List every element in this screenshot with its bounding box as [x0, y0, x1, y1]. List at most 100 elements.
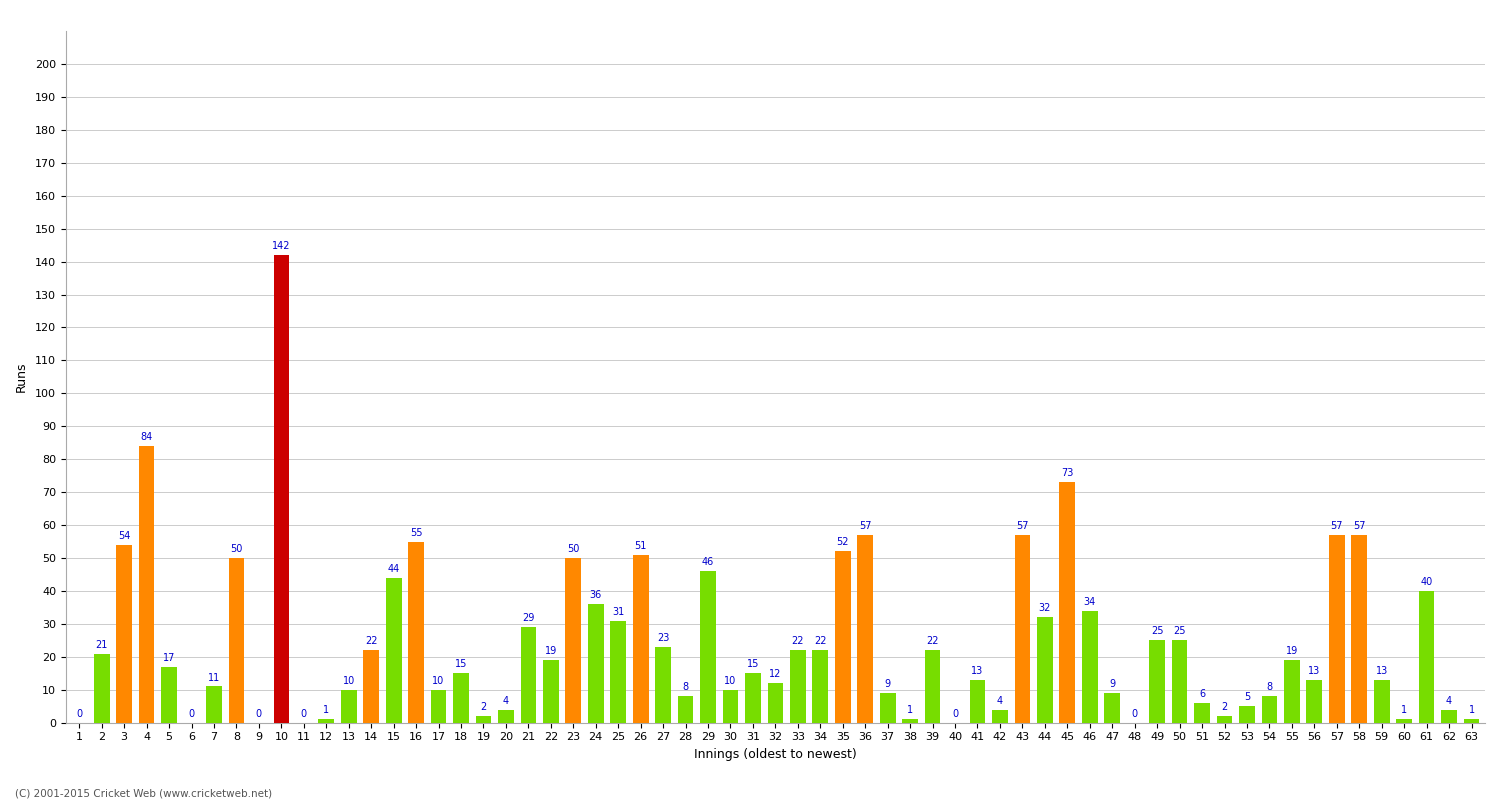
Bar — [1036, 618, 1053, 722]
Bar — [746, 674, 760, 722]
Bar — [1284, 660, 1299, 722]
Text: 8: 8 — [682, 682, 688, 693]
Text: 4: 4 — [503, 695, 509, 706]
Bar — [543, 660, 558, 722]
Text: 0: 0 — [1131, 709, 1138, 718]
Bar — [969, 680, 986, 722]
Bar — [117, 545, 132, 722]
Bar — [1464, 719, 1479, 722]
Text: 12: 12 — [770, 670, 782, 679]
Text: 32: 32 — [1038, 603, 1052, 614]
Text: 0: 0 — [302, 709, 307, 718]
Text: 25: 25 — [1150, 626, 1164, 637]
Bar — [228, 558, 244, 722]
Bar — [633, 554, 648, 722]
Text: 36: 36 — [590, 590, 602, 600]
Bar — [430, 690, 447, 722]
Text: 44: 44 — [387, 564, 400, 574]
Text: 10: 10 — [432, 676, 444, 686]
Bar — [1374, 680, 1389, 722]
Text: 23: 23 — [657, 633, 669, 643]
Bar — [610, 621, 626, 722]
Bar — [768, 683, 783, 722]
Text: 2: 2 — [1221, 702, 1227, 712]
Bar — [1059, 482, 1076, 722]
Text: 6: 6 — [1198, 689, 1204, 699]
Text: 40: 40 — [1420, 577, 1432, 587]
Text: 5: 5 — [1244, 692, 1250, 702]
Text: 15: 15 — [747, 659, 759, 670]
Bar — [924, 650, 940, 722]
Bar — [903, 719, 918, 722]
Bar — [1262, 696, 1278, 722]
Bar — [1082, 610, 1098, 722]
Text: 9: 9 — [1108, 679, 1116, 689]
Bar — [813, 650, 828, 722]
Text: 9: 9 — [885, 679, 891, 689]
Bar — [1239, 706, 1256, 722]
Text: 50: 50 — [567, 544, 579, 554]
Bar — [140, 446, 154, 722]
Bar — [1194, 703, 1210, 722]
Text: 8: 8 — [1266, 682, 1272, 693]
Text: 57: 57 — [1016, 521, 1029, 531]
Text: 84: 84 — [141, 432, 153, 442]
Bar — [386, 578, 402, 722]
Bar — [94, 654, 110, 722]
Text: 10: 10 — [724, 676, 736, 686]
Bar — [273, 255, 290, 722]
Text: 0: 0 — [189, 709, 195, 718]
Text: 2: 2 — [480, 702, 486, 712]
Text: 57: 57 — [1330, 521, 1342, 531]
Bar — [206, 686, 222, 722]
Bar — [1396, 719, 1411, 722]
Text: 13: 13 — [1308, 666, 1320, 676]
Bar — [880, 693, 896, 722]
Bar — [1306, 680, 1322, 722]
Text: 19: 19 — [544, 646, 556, 656]
Bar — [1329, 535, 1344, 722]
Text: 142: 142 — [272, 241, 291, 251]
Text: 4: 4 — [998, 695, 1004, 706]
Text: 13: 13 — [972, 666, 984, 676]
Text: 1: 1 — [908, 706, 914, 715]
Text: 73: 73 — [1060, 468, 1074, 478]
Bar — [318, 719, 334, 722]
Text: 22: 22 — [815, 636, 827, 646]
Text: 0: 0 — [76, 709, 82, 718]
Text: 52: 52 — [837, 538, 849, 547]
Text: 22: 22 — [792, 636, 804, 646]
Bar — [992, 710, 1008, 722]
Text: 50: 50 — [231, 544, 243, 554]
Text: 10: 10 — [342, 676, 355, 686]
Text: 1: 1 — [1401, 706, 1407, 715]
Bar — [656, 647, 670, 722]
Text: 21: 21 — [96, 639, 108, 650]
Bar — [1216, 716, 1233, 722]
Text: 19: 19 — [1286, 646, 1298, 656]
Text: 1: 1 — [322, 706, 330, 715]
Text: 54: 54 — [118, 531, 130, 541]
Text: 11: 11 — [209, 673, 220, 682]
Bar — [1149, 640, 1166, 722]
Bar — [1014, 535, 1031, 722]
Text: 51: 51 — [634, 541, 646, 550]
Bar — [520, 627, 536, 722]
Bar — [1104, 693, 1120, 722]
Text: (C) 2001-2015 Cricket Web (www.cricketweb.net): (C) 2001-2015 Cricket Web (www.cricketwe… — [15, 788, 272, 798]
Bar — [700, 571, 715, 722]
Bar — [1419, 591, 1434, 722]
Bar — [408, 542, 424, 722]
X-axis label: Innings (oldest to newest): Innings (oldest to newest) — [694, 748, 856, 761]
Text: 57: 57 — [859, 521, 871, 531]
Text: 17: 17 — [164, 653, 176, 662]
Bar — [1442, 710, 1456, 722]
Text: 57: 57 — [1353, 521, 1365, 531]
Bar — [1352, 535, 1366, 722]
Bar — [498, 710, 514, 722]
Text: 15: 15 — [454, 659, 466, 670]
Text: 13: 13 — [1376, 666, 1388, 676]
Text: 0: 0 — [952, 709, 958, 718]
Text: 29: 29 — [522, 614, 534, 623]
Bar — [858, 535, 873, 722]
